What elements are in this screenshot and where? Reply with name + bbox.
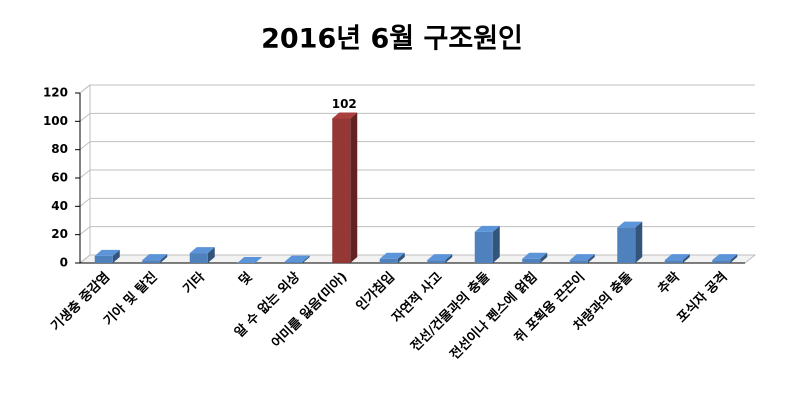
floor (78, 254, 757, 264)
bar-front (189, 253, 208, 263)
bar-front (617, 227, 636, 263)
bar-side (540, 252, 548, 263)
bar-front (712, 260, 731, 263)
y-tick-label: 0 (60, 256, 68, 270)
bar (142, 254, 168, 263)
bar-front (142, 260, 161, 263)
bar-side (445, 254, 453, 263)
bar-top (427, 254, 453, 261)
y-tick-label: 60 (51, 171, 68, 185)
bar-top (664, 254, 690, 261)
bar-side (587, 254, 595, 263)
bar-front (332, 118, 351, 263)
bar-top (332, 112, 358, 119)
x-tick-label: 전선이나 펜스에 얽힘 (447, 269, 541, 363)
bar-front (94, 255, 113, 263)
x-tick-label: 인가침입 (353, 269, 398, 314)
bar (189, 247, 215, 263)
y-tick-label: 120 (43, 86, 68, 100)
bar-top (379, 252, 405, 259)
bar-side (397, 252, 405, 263)
bar (237, 257, 263, 263)
bar-front (427, 260, 446, 263)
bar (712, 254, 738, 263)
bar (332, 112, 358, 263)
bar-side (160, 254, 168, 263)
grid-line (79, 141, 91, 151)
x-tick-label: 기생충 중감염 (48, 269, 113, 334)
bar (617, 221, 643, 263)
bar-side (112, 249, 120, 263)
bar-top (284, 255, 310, 262)
bar (379, 252, 405, 263)
bar-side (207, 247, 215, 263)
bar (94, 249, 120, 263)
y-tick-label: 20 (51, 227, 68, 241)
data-label: 102 (332, 97, 357, 111)
y-tick-label: 40 (51, 199, 68, 213)
bar-front (522, 258, 541, 263)
bar-top (712, 254, 738, 261)
bar-side (350, 112, 358, 263)
x-tick-label: 기타 (180, 269, 208, 297)
x-tick-label: 포식자 공격 (674, 269, 731, 326)
x-tick-label: 덫 (236, 270, 255, 289)
bar-front (379, 258, 398, 263)
bar-front (474, 231, 493, 263)
bar-top (142, 254, 168, 261)
bar-top (237, 257, 263, 263)
bar-front (569, 260, 588, 263)
bar-front (664, 260, 683, 263)
grid-line (79, 112, 91, 122)
x-tick-label: 전선/건물과의 충돌 (408, 269, 494, 355)
bar (522, 252, 548, 263)
y-tick-label: 80 (51, 142, 68, 156)
y-tick-label: 100 (43, 114, 68, 128)
bar-side (492, 225, 500, 263)
bar (427, 254, 453, 263)
bar-side (682, 254, 690, 263)
bar (284, 255, 310, 263)
bar-top (617, 221, 643, 228)
bar (664, 254, 690, 263)
bar-top (189, 247, 215, 254)
bar-top (569, 254, 595, 261)
grid-line (79, 84, 91, 94)
chart-title: 2016년 6월 구조원인 (261, 24, 523, 55)
grid-line (79, 254, 91, 264)
bar-side (302, 255, 310, 263)
bar-top (94, 249, 120, 256)
bar-top (522, 252, 548, 259)
grid-line (79, 169, 91, 179)
bar-front (284, 261, 303, 263)
bar-top (474, 225, 500, 232)
x-tick-label: 추락 (655, 269, 683, 297)
bar-side (730, 254, 738, 263)
bar (569, 254, 595, 263)
bar-side (635, 221, 643, 263)
grid-line (79, 226, 91, 236)
grid-line (79, 197, 91, 207)
bar (474, 225, 500, 263)
